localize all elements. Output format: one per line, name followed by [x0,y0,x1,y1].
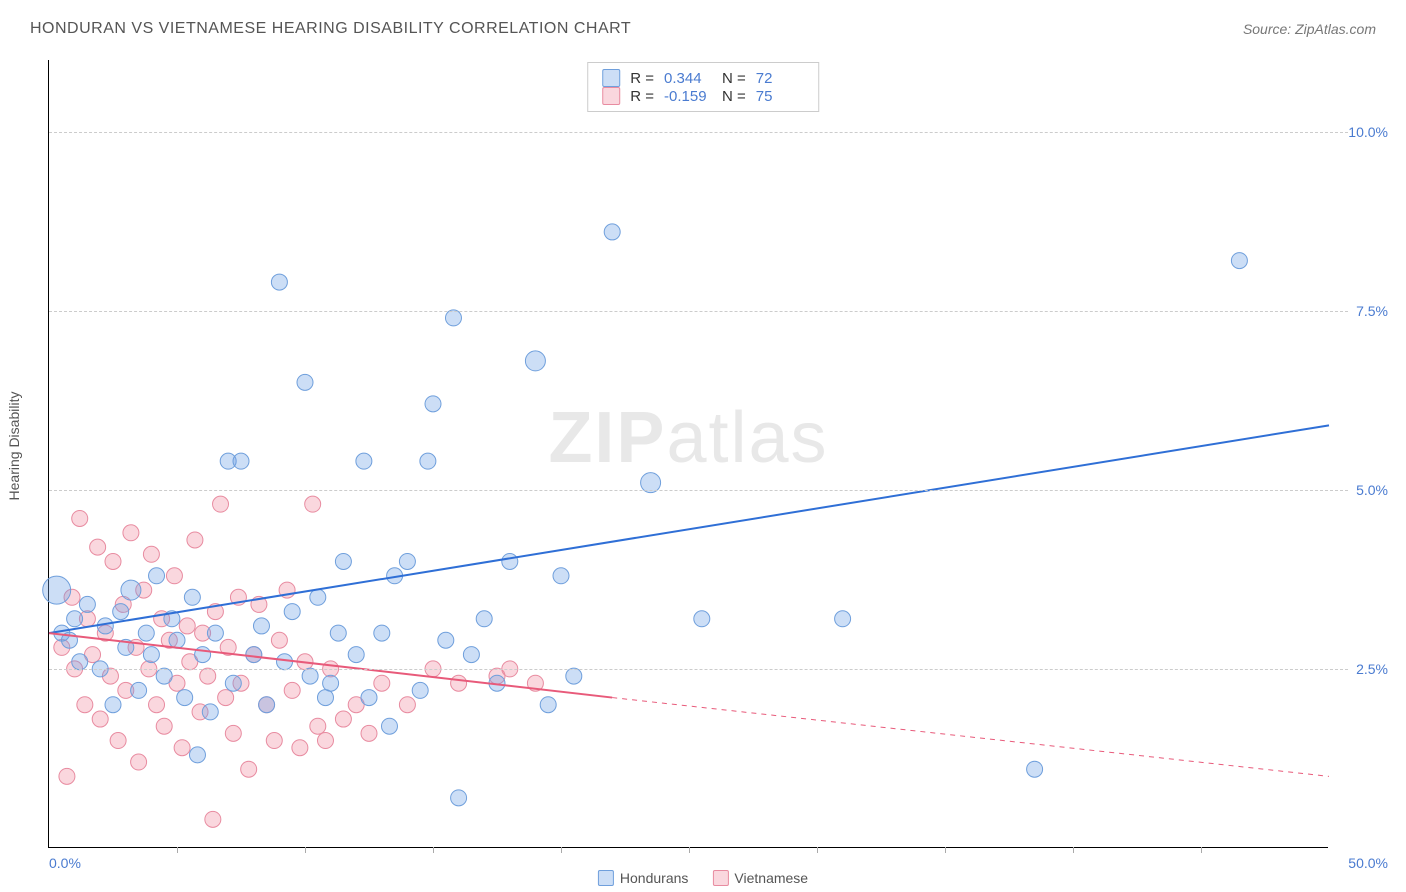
x-axis-label-50: 50.0% [1348,855,1388,871]
scatter-svg [49,60,1328,847]
vietnamese-swatch-icon [602,87,620,105]
ytick-label: 2.5% [1356,661,1388,677]
ytick-label: 5.0% [1356,482,1388,498]
hondurans-label: Hondurans [620,870,689,886]
ytick-label: 7.5% [1356,303,1388,319]
vietnamese-label: Vietnamese [734,870,808,886]
hondurans-swatch-icon [602,69,620,87]
hondurans-swatch-icon [598,870,614,886]
vietnamese-n-value: 75 [756,88,804,105]
x-axis-label-0: 0.0% [49,855,81,871]
source-label: Source: ZipAtlas.com [1243,21,1376,37]
chart-title: HONDURAN VS VIETNAMESE HEARING DISABILIT… [30,20,631,38]
vietnamese-swatch-icon [712,870,728,886]
plot-area: ZIPatlas 0.0% 50.0% 2.5%5.0%7.5%10.0% [48,60,1328,848]
y-axis-label: Hearing Disability [6,392,22,501]
ytick-label: 10.0% [1348,124,1388,140]
vietnamese-r-value: -0.159 [664,88,712,105]
correlation-legend: R = 0.344 N = 72 R = -0.159 N = 75 [587,62,819,112]
hondurans-r-value: 0.344 [664,70,712,87]
series-legend: Hondurans Vietnamese [598,870,808,886]
hondurans-n-value: 72 [756,70,804,87]
